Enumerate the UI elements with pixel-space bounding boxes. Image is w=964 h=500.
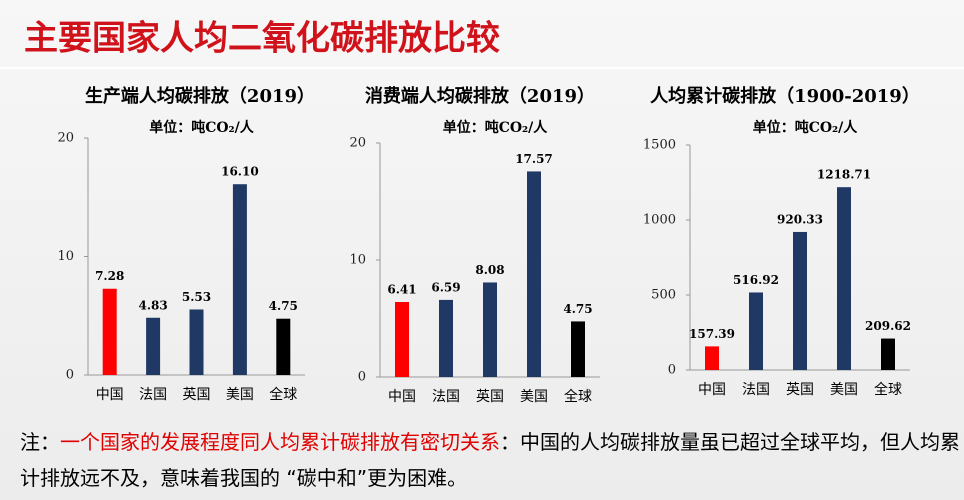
bar	[793, 231, 807, 370]
x-tick-label: 中国	[388, 389, 416, 405]
bar	[146, 317, 161, 375]
charts: 主要国家人均二氧化碳排放比较 生产端人均碳排放（2019） 单位：吨CO₂/人 0 1…	[24, 18, 920, 405]
x-tick-label: 法国	[139, 387, 167, 403]
value-label: 157.39	[689, 327, 735, 341]
x-tick-label: 中国	[96, 387, 124, 403]
bar	[705, 346, 719, 370]
bar	[527, 171, 541, 377]
y-tick-label: 20	[57, 131, 74, 146]
bar	[232, 184, 247, 375]
bar	[189, 309, 204, 375]
x-tick-label: 法国	[742, 382, 770, 398]
note-prefix: 注：	[20, 430, 60, 454]
x-tick-label: 中国	[698, 382, 726, 398]
bar	[395, 302, 409, 377]
y-tick-label: 10	[57, 249, 74, 264]
value-label: 6.59	[431, 280, 460, 294]
unit-label: 单位：吨CO₂/人	[149, 119, 255, 136]
y-tick-label: 0	[66, 368, 74, 383]
y-tick-label: 1500	[643, 138, 676, 153]
y-tick-label: 0	[358, 370, 366, 385]
value-label: 209.62	[865, 319, 911, 333]
slide-title: 主要国家人均二氧化碳排放比较	[24, 19, 500, 59]
bar	[483, 282, 497, 377]
value-label: 4.75	[563, 302, 592, 316]
value-label: 4.75	[269, 299, 298, 313]
value-label: 1218.71	[817, 168, 871, 182]
y-tick-label: 500	[651, 288, 676, 303]
note-highlight: 一个国家的发展程度同人均累计碳排放有密切关系	[60, 430, 500, 454]
value-label: 6.41	[387, 283, 416, 297]
value-label: 920.33	[777, 212, 823, 226]
unit-label: 单位：吨CO₂/人	[753, 119, 859, 136]
unit-label: 单位：吨CO₂/人	[443, 119, 549, 136]
x-tick-label: 全球	[269, 386, 297, 403]
chart-title: 生产端人均碳排放（2019）	[85, 85, 315, 107]
y-tick-label: 20	[349, 136, 366, 151]
value-label: 516.92	[733, 273, 779, 287]
x-tick-label: 英国	[476, 388, 504, 405]
note: 注：一个国家的发展程度同人均累计碳排放有密切关系：中国的人均碳排放量虽已超过全球…	[20, 424, 960, 496]
x-tick-label: 全球	[874, 381, 902, 398]
value-label: 5.53	[182, 290, 211, 304]
bar	[571, 321, 585, 377]
chart-title: 消费端人均碳排放（2019）	[365, 85, 595, 107]
x-tick-label: 全球	[564, 388, 592, 405]
x-tick-label: 美国	[226, 387, 254, 403]
x-tick-label: 英国	[183, 386, 211, 403]
note-text: ：中国的人均碳排放量虽已超过全球平均，但人均累计排放远不及，意味着我国的 “碳中…	[20, 430, 960, 490]
value-label: 17.57	[515, 152, 553, 166]
x-tick-label: 法国	[432, 389, 460, 405]
bar	[749, 292, 763, 370]
x-tick-label: 英国	[786, 381, 814, 398]
value-label: 4.83	[138, 298, 167, 312]
x-tick-label: 美国	[520, 389, 548, 405]
value-label: 16.10	[221, 165, 259, 179]
y-tick-label: 10	[349, 253, 366, 268]
bar	[837, 187, 851, 370]
x-tick-label: 美国	[830, 382, 858, 398]
bar	[276, 318, 291, 375]
value-label: 7.28	[95, 269, 124, 283]
bar	[881, 338, 895, 370]
chart-title: 人均累计碳排放（1900-2019）	[650, 85, 920, 107]
bar	[439, 299, 453, 377]
bar	[102, 288, 117, 375]
y-tick-label: 0	[668, 363, 676, 378]
y-tick-label: 1000	[643, 213, 676, 228]
value-label: 8.08	[475, 263, 504, 277]
